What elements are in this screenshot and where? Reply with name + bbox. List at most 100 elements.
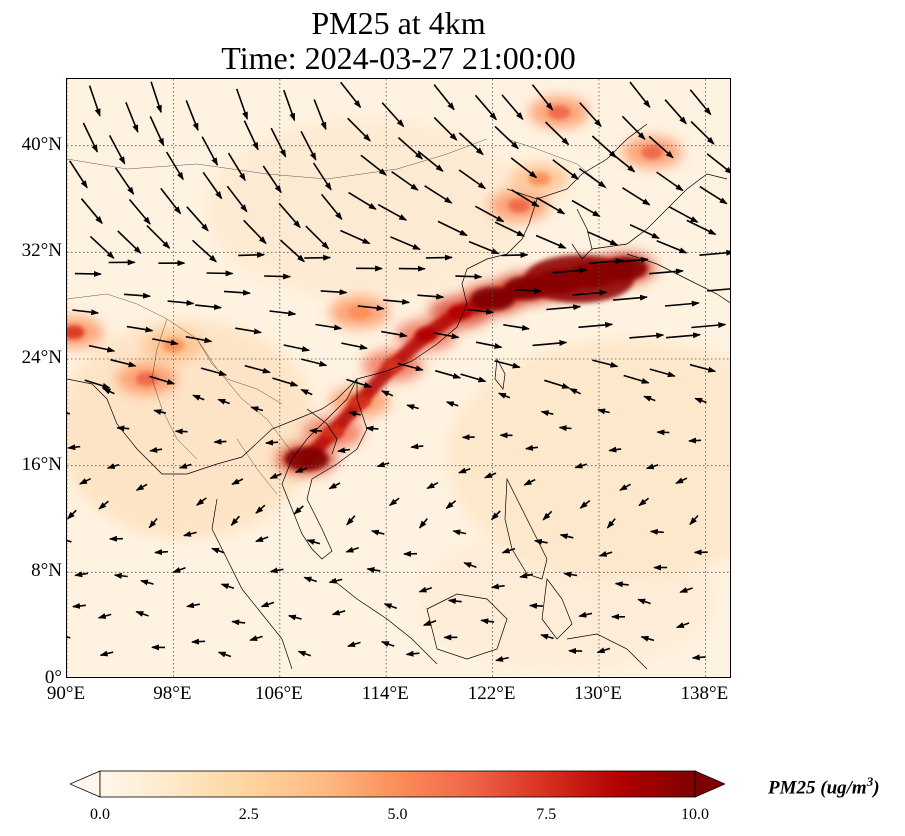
wind-vector-arrow [699, 185, 728, 205]
wind-vector-arrow [153, 409, 167, 415]
wind-vector-arrow [140, 579, 154, 586]
wind-vector-arrow [689, 89, 712, 116]
wind-vector-arrow [706, 153, 730, 175]
latitude-tick-label: 0° [44, 667, 62, 688]
latitude-tick-label: 32°N [21, 240, 62, 262]
wind-vector-arrow [383, 603, 398, 610]
wind-vector-arrow [178, 462, 192, 469]
wind-vector-arrow [592, 359, 619, 368]
wind-vector-arrow [578, 321, 614, 329]
wind-vector-arrow [558, 425, 572, 432]
wind-vector-arrow [417, 293, 445, 300]
wind-vector-arrow [587, 231, 619, 246]
wind-vector-arrow [377, 203, 408, 221]
wind-vector-arrow [360, 154, 387, 176]
wind-vector-arrow [546, 304, 582, 311]
wind-vector-arrow [511, 189, 540, 208]
wind-vector-arrow [664, 99, 687, 125]
wind-vector-arrow [483, 472, 497, 479]
wind-vector-arrow [694, 397, 707, 404]
wind-vector-arrow [475, 205, 505, 223]
wind-vector-arrow [337, 447, 351, 454]
wind-vector-arrow [243, 219, 267, 245]
wind-vector-arrow [195, 304, 222, 310]
wind-vector-arrow [346, 378, 373, 388]
wind-vector-arrow [67, 509, 77, 520]
latitude-tick-label: 16°N [21, 453, 62, 475]
wind-vector-arrow [148, 517, 158, 529]
wind-vector-arrow [649, 268, 684, 275]
wind-vector-arrow [67, 412, 71, 415]
wind-vector-arrow [206, 270, 234, 277]
wind-vector-arrow [128, 198, 151, 225]
wind-vector-arrow [597, 408, 610, 415]
colorbar-svg [68, 770, 727, 798]
wind-vector-arrow [690, 120, 715, 145]
wind-vector-arrow [348, 191, 377, 210]
wind-vector-arrow [135, 610, 149, 617]
wind-vector-arrow [691, 654, 706, 661]
wind-vector-arrow [432, 332, 460, 340]
pm25-plume-point [135, 372, 158, 386]
colorbar-max-extend [694, 770, 727, 798]
colorbar-tick-label: 5.0 [387, 806, 408, 823]
wind-vector-arrow [211, 547, 225, 554]
wind-vector-arrow [370, 529, 385, 536]
wind-vector-arrow [108, 135, 126, 165]
wind-vector-arrow [114, 167, 135, 196]
wind-vector-arrow [303, 576, 318, 583]
wind-vector-arrow [341, 342, 368, 350]
pm25-plume-point [508, 198, 531, 213]
wind-vector-arrow [250, 406, 264, 413]
wind-vector-arrow [675, 477, 688, 485]
pm25-plume-point [284, 447, 329, 471]
wind-vector-arrow [452, 529, 467, 536]
wind-vector-arrow [622, 187, 651, 206]
wind-vector-arrow [675, 622, 690, 629]
pm25-plume-halo [67, 316, 104, 349]
wind-vector-arrow [255, 504, 266, 514]
wind-vector-arrow [510, 157, 538, 179]
wind-vector-arrow [688, 437, 702, 444]
wind-vector-arrow [699, 249, 730, 256]
wind-vector-arrow [679, 587, 693, 593]
wind-vector-arrow [666, 332, 701, 339]
wind-vector-arrow [656, 240, 688, 254]
wind-vector-arrow [568, 387, 582, 395]
wind-vector-arrow [437, 220, 468, 237]
wind-vector-arrow [217, 398, 230, 405]
wind-vector-arrow [347, 641, 361, 648]
wind-vector-arrow [67, 539, 72, 543]
wind-vector-arrow [563, 571, 578, 578]
pm25-plume-point [348, 394, 371, 409]
wind-vector-arrow [201, 136, 219, 166]
wind-vector-arrow [501, 94, 524, 121]
wind-vector-arrow [381, 102, 405, 128]
wind-vector-arrow [202, 171, 223, 200]
wind-vector-arrow [596, 647, 611, 654]
wind-vector-arrow [495, 656, 509, 662]
wind-vector-layer [67, 81, 730, 662]
wind-vector-arrow [544, 379, 571, 389]
wind-vector-arrow [606, 518, 616, 529]
wind-vector-arrow [621, 115, 646, 140]
wind-vector-arrow [279, 239, 305, 263]
map-panel[interactable] [66, 78, 731, 678]
wind-vector-arrow [154, 549, 168, 556]
wind-vector-arrow [649, 528, 664, 535]
wind-vector-arrow [445, 401, 459, 408]
wind-vector-arrow [98, 500, 109, 510]
wind-vector-arrow [67, 444, 81, 451]
wind-vector-arrow [497, 392, 511, 399]
wind-vector-arrow [99, 650, 114, 657]
colorbar-gradient [99, 770, 696, 798]
wind-vector-arrow [552, 267, 588, 274]
latitude-tick-label: 40°N [21, 133, 62, 155]
wind-vector-arrow [191, 239, 217, 263]
colorbar-tick-label: 2.5 [238, 806, 259, 823]
wind-vector-arrow [648, 135, 674, 159]
wind-vector-arrow [614, 256, 649, 263]
wind-vector-arrow [422, 620, 437, 627]
wind-vector-arrow [278, 202, 301, 229]
wind-vector-arrow [397, 362, 424, 372]
